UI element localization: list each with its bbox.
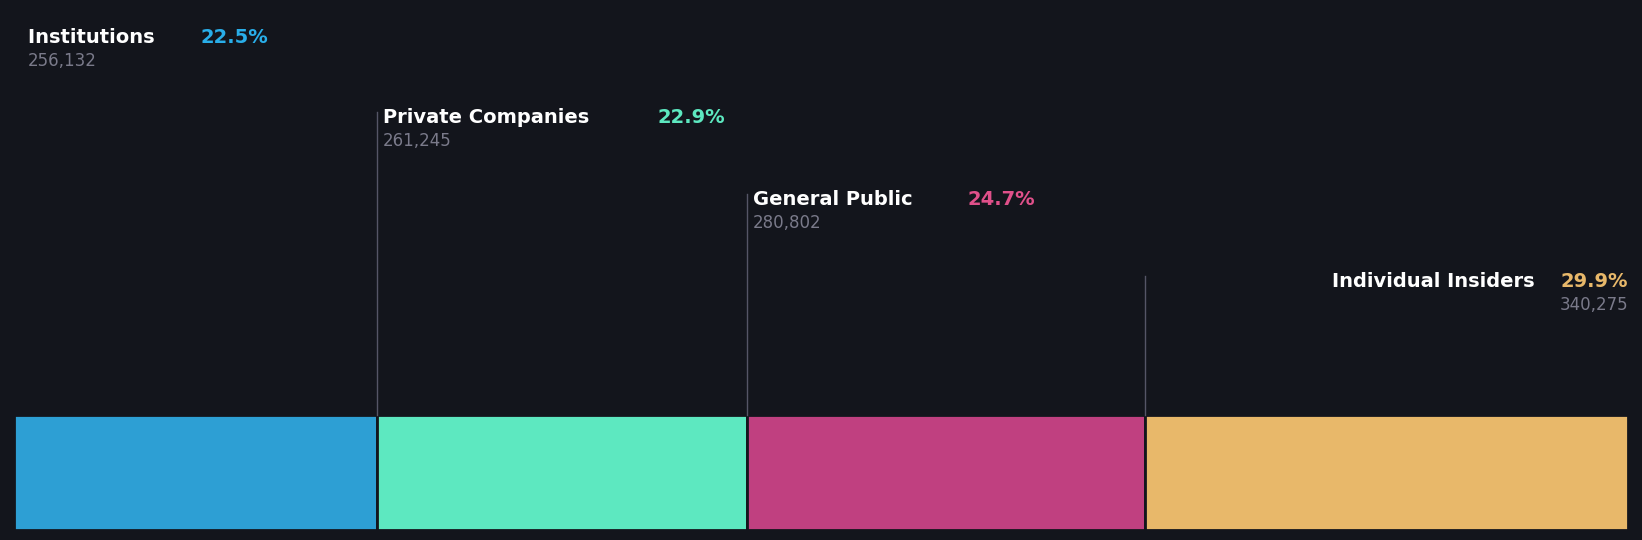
Bar bbox=[1146, 415, 1627, 530]
Text: Private Companies: Private Companies bbox=[383, 108, 596, 127]
Text: 22.5%: 22.5% bbox=[200, 28, 268, 47]
Text: 29.9%: 29.9% bbox=[1560, 272, 1627, 291]
Bar bbox=[747, 415, 1146, 530]
Text: 261,245: 261,245 bbox=[383, 132, 452, 150]
Bar bbox=[378, 415, 747, 530]
Text: 24.7%: 24.7% bbox=[967, 190, 1034, 209]
Text: Institutions: Institutions bbox=[28, 28, 161, 47]
Text: 256,132: 256,132 bbox=[28, 52, 97, 70]
Text: General Public: General Public bbox=[752, 190, 920, 209]
Text: 340,275: 340,275 bbox=[1560, 296, 1627, 314]
Text: 280,802: 280,802 bbox=[752, 214, 821, 232]
Bar bbox=[15, 415, 378, 530]
Text: Individual Insiders: Individual Insiders bbox=[1332, 272, 1540, 291]
Text: 22.9%: 22.9% bbox=[658, 108, 726, 127]
